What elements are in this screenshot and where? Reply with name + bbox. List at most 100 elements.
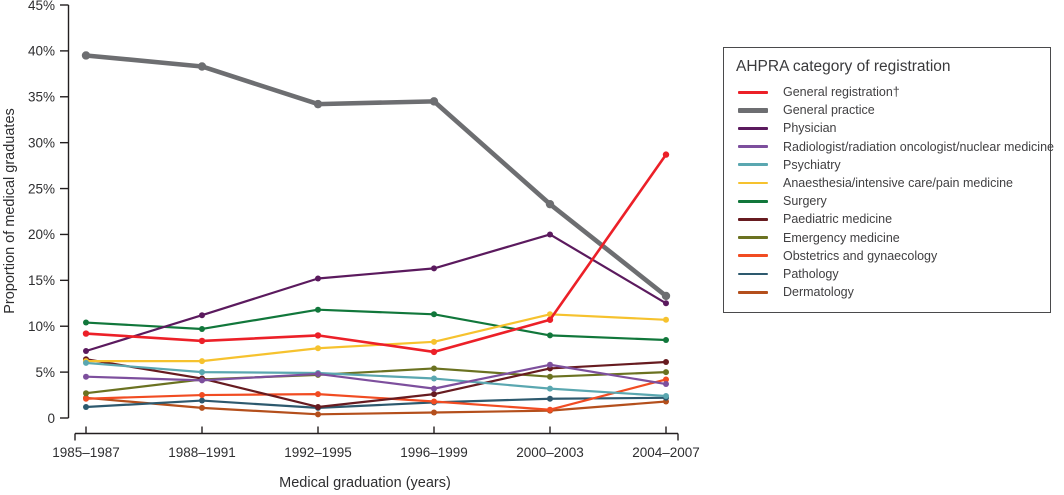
series-line-emergency-medicine — [85, 367, 667, 395]
legend-swatch-line — [738, 199, 768, 203]
series-point-psychiatry — [83, 359, 89, 366]
series-point-radiologist-radiation-oncologist-nuclear-medicine — [315, 370, 321, 377]
legend-items: General registration† General practice Phy… — [736, 83, 1054, 301]
series-point-general-registration — [198, 337, 206, 345]
legend-swatch-line — [738, 90, 768, 94]
series-point-emergency-medicine — [431, 365, 437, 372]
series-line-general-registration — [85, 153, 668, 354]
legend-swatch-line — [738, 163, 768, 167]
x-tick-label: 2004–2007 — [632, 445, 700, 460]
legend-item: Dermatology — [736, 283, 1038, 301]
series-point-surgery — [315, 306, 321, 313]
series-line-general-practice — [85, 53, 668, 298]
legend-swatch-line — [738, 181, 768, 185]
y-tick-label: 5% — [35, 365, 55, 380]
series-line-radiologist-radiation-oncologist-nuclear-medicine — [85, 363, 667, 390]
series-point-obstetrics-and-gynaecology — [83, 395, 89, 402]
x-tick-label: 1988–1991 — [168, 445, 236, 460]
legend-swatch-line — [738, 107, 768, 113]
legend-label: General registration† — [783, 85, 900, 100]
y-tick-label: 10% — [28, 319, 55, 334]
legend-swatch-line — [738, 272, 768, 276]
y-tick-label: 40% — [28, 44, 55, 59]
series-point-obstetrics-and-gynaecology — [315, 391, 321, 398]
legend-item: Radiologist/radiation oncologist/nuclear… — [736, 138, 1054, 156]
series-point-radiologist-radiation-oncologist-nuclear-medicine — [431, 385, 437, 392]
legend-swatch-line — [738, 254, 768, 258]
series-point-general-practice — [429, 97, 439, 106]
y-axis: 45% 40% 35% 30% 25% 20% 15% 10% 5% 0 — [28, 0, 70, 426]
series-point-general-registration — [82, 330, 90, 337]
y-axis-title: Proportion of medical graduates — [2, 108, 18, 314]
y-tick-label: 25% — [28, 181, 55, 196]
legend-label: Psychiatry — [783, 157, 841, 172]
series-line-physician — [85, 233, 667, 353]
series-point-general-registration — [546, 316, 554, 323]
series-point-psychiatry — [547, 385, 553, 392]
legend-swatch-line — [738, 127, 768, 130]
legend-title: AHPRA category of registration — [736, 58, 951, 75]
series-line-anaesthesia-intensive-care-pain-medicine — [86, 313, 667, 363]
series-line-pathology — [85, 396, 667, 410]
series-point-physician — [431, 265, 437, 272]
legend-item: Anaesthesia/intensive care/pain medicine — [736, 174, 1038, 192]
series-point-paediatric-medicine — [315, 403, 321, 410]
series-point-psychiatry — [199, 369, 205, 376]
series-point-psychiatry — [431, 375, 437, 382]
series-point-emergency-medicine — [547, 373, 553, 380]
series-point-obstetrics-and-gynaecology — [547, 406, 553, 413]
series-point-general-registration — [314, 332, 322, 339]
series-point-physician — [83, 348, 89, 355]
legend-label: Obstetrics and gynaecology — [783, 248, 938, 263]
line-chart: 45%40%35%30%25%20%15%10%5%0 1985–1987 198… — [2, 0, 700, 491]
series-point-general-practice — [545, 199, 555, 209]
series-point-paediatric-medicine — [663, 359, 669, 366]
series-point-surgery — [431, 311, 437, 318]
series-point-dermatology — [199, 404, 205, 411]
legend-label: Surgery — [783, 194, 827, 209]
series-point-physician — [547, 231, 553, 238]
legend-item: General registration† — [736, 83, 1038, 101]
series-point-anaesthesia-intensive-care-pain-medicine — [199, 358, 205, 365]
series-point-radiologist-radiation-oncologist-nuclear-medicine — [83, 373, 89, 380]
legend-item: General practice — [736, 101, 1038, 119]
legend-item: Surgery — [736, 192, 1038, 210]
series-line-psychiatry — [85, 361, 667, 398]
legend-label: Physician — [783, 121, 837, 136]
y-tick-label: 20% — [28, 227, 55, 242]
series-point-emergency-medicine — [663, 369, 669, 376]
legend-swatch-line — [738, 145, 768, 149]
series-point-anaesthesia-intensive-care-pain-medicine — [431, 338, 437, 345]
x-tick-label: 1996–1999 — [400, 445, 468, 460]
x-tick-label: 2000–2003 — [516, 445, 584, 460]
series-point-pathology — [199, 397, 205, 404]
y-tick-label: 35% — [28, 90, 55, 105]
legend-label: Anaesthesia/intensive care/pain medicine — [783, 176, 1013, 191]
series-point-paediatric-medicine — [431, 391, 437, 398]
legend-label: General practice — [783, 103, 875, 118]
series-point-surgery — [663, 336, 669, 343]
y-tick-label: 15% — [28, 273, 55, 288]
series-point-general-practice — [313, 99, 323, 109]
series-point-radiologist-radiation-oncologist-nuclear-medicine — [663, 381, 669, 388]
series-point-anaesthesia-intensive-care-pain-medicine — [315, 345, 321, 352]
series-point-emergency-medicine — [83, 390, 89, 397]
series-point-general-registration — [662, 151, 670, 158]
series-point-pathology — [83, 403, 89, 410]
series-line-obstetrics-and-gynaecology — [85, 378, 667, 411]
series-point-physician — [315, 275, 321, 282]
plot-series — [81, 51, 671, 418]
series-point-surgery — [547, 332, 553, 339]
series-point-obstetrics-and-gynaecology — [199, 392, 205, 399]
legend-label: Emergency medicine — [783, 230, 900, 245]
series-point-obstetrics-and-gynaecology — [431, 398, 437, 405]
x-tick-label: 1992–1995 — [284, 445, 352, 460]
legend-item: Emergency medicine — [736, 229, 1038, 247]
legend-swatch-line — [738, 290, 768, 294]
series-point-dermatology — [315, 411, 321, 418]
series-point-general-practice — [661, 291, 671, 301]
legend-swatch-line — [738, 236, 768, 239]
series-point-surgery — [199, 325, 205, 332]
legend-box: AHPRA category of registration General r… — [723, 47, 1054, 314]
